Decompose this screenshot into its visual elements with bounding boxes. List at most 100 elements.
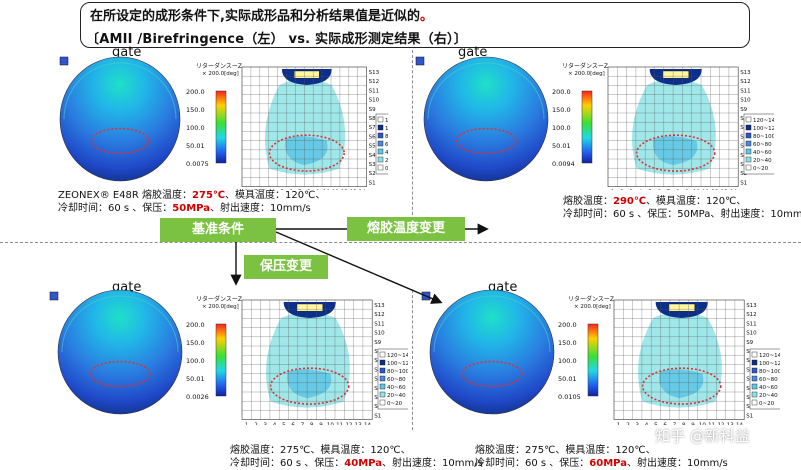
measurement-gate-core xyxy=(297,304,323,311)
grid-row-label: S12 xyxy=(746,312,757,318)
conditions-bottom-left: 熔胶温度：275℃、模具温度：120℃、 冷却时间：60 s 、保压：40MPa… xyxy=(230,444,483,470)
colorbar-tick-label: 50.01 xyxy=(552,142,571,150)
header-line-1: 在所设定的成形条件下,实际成形品和分析结果值是近似的。 xyxy=(90,5,433,24)
vertical-divider-top xyxy=(412,50,413,230)
colorbar-title: リターダンスーZ xyxy=(568,295,614,303)
legend-swatch xyxy=(380,384,385,389)
legend-swatch xyxy=(380,392,385,397)
grid-row-label: S10 xyxy=(374,331,385,337)
colorbar-unit: × 200.0[deg] xyxy=(202,304,239,310)
grid-col-label: 4 xyxy=(645,423,649,425)
panel-bottom-right: リターダンスーZ× 200.0[deg]200.0150.0100.050.01… xyxy=(420,290,780,425)
colorbar-tick-label: 150.0 xyxy=(186,106,205,114)
tag-base-condition: 基准条件 xyxy=(160,218,276,242)
legend-label: 40~60 xyxy=(759,385,778,391)
colorbar-unit: × 200.0[deg] xyxy=(568,71,605,77)
grid-row-label: S1 xyxy=(746,413,753,419)
legend-swatch xyxy=(380,360,385,365)
grid-col-label: 4 xyxy=(273,423,277,425)
legend-label: 80~100 xyxy=(759,369,780,375)
legend-swatch xyxy=(752,384,757,389)
legend-label: 40~60 xyxy=(385,150,388,156)
legend-label: 80~100 xyxy=(387,369,408,375)
grid-col-label: 3 xyxy=(264,423,268,425)
panel-corner-icon xyxy=(416,57,424,65)
grid-col-label: 3 xyxy=(636,423,640,425)
panel-corner-icon xyxy=(50,292,58,300)
grid-col-label: 1 xyxy=(245,423,249,425)
grid-col-label: 9 xyxy=(319,423,323,425)
legend-swatch xyxy=(752,392,757,397)
legend-swatch xyxy=(746,149,751,154)
simulation-disc xyxy=(60,57,180,181)
legend-label: 0~20 xyxy=(385,166,388,172)
legend-label: 120~140 xyxy=(759,353,780,359)
grid-col-label: 7 xyxy=(301,423,305,425)
legend-label: 20~40 xyxy=(753,158,772,164)
grid-row-label: S1 xyxy=(740,180,747,186)
colorbar-tick-label: 150.0 xyxy=(186,339,205,347)
grid-col-label: 12 xyxy=(345,423,352,425)
legend-label: 0~20 xyxy=(753,166,769,172)
grid-row-label: S9 xyxy=(374,340,381,346)
colorbar-unit: × 200.0[deg] xyxy=(574,304,611,310)
legend-label: 100~120 xyxy=(759,361,780,367)
grid-row-label: S9 xyxy=(369,107,376,113)
grid-row-label: S13 xyxy=(369,70,380,76)
panel-corner-icon xyxy=(422,292,430,300)
simulation-disc xyxy=(58,290,182,414)
legend-label: 60~80 xyxy=(759,377,778,383)
conditions-bottom-right: 熔胶温度：275℃、模具温度：120℃、 冷却时间：60 s 、保压：60MPa… xyxy=(475,444,728,470)
grid-row-label: S5 xyxy=(369,144,376,150)
vertical-divider-bottom xyxy=(412,290,413,430)
legend-label: 20~40 xyxy=(759,393,778,399)
grid-row-label: S11 xyxy=(746,321,757,327)
legend-swatch xyxy=(378,125,383,130)
legend-label: 100~120 xyxy=(387,361,408,367)
grid-row-label: S3 xyxy=(369,162,376,168)
colorbar-tick-label: 0.0026 xyxy=(186,393,209,401)
legend-swatch xyxy=(752,352,757,357)
grid-row-label: S10 xyxy=(746,331,757,337)
legend-swatch xyxy=(378,141,383,146)
colorbar-title: リターダンスーZ xyxy=(196,62,242,70)
legend-label: 120~140 xyxy=(753,118,774,124)
panel-top-left: リターダンスーZ× 200.0[deg]200.0150.0100.050.01… xyxy=(58,55,388,190)
grid-row-label: S12 xyxy=(369,79,380,85)
grid-row-label: S13 xyxy=(746,303,757,309)
grid-row-label: S2 xyxy=(369,171,376,177)
colorbar-title: リターダンスーZ xyxy=(562,62,608,70)
grid-row-label: S9 xyxy=(740,107,747,113)
legend-swatch xyxy=(746,141,751,146)
legend-label: 100~120 xyxy=(753,126,774,132)
grid-row-label: S13 xyxy=(740,70,751,76)
legend-label: 40~60 xyxy=(753,150,772,156)
legend-swatch xyxy=(380,376,385,381)
grid-col-label: 8 xyxy=(310,423,314,425)
measurement-gate-core xyxy=(663,71,689,78)
grid-row-label: S11 xyxy=(374,321,385,327)
legend-swatch xyxy=(752,360,757,365)
colorbar-tick-label: 100.0 xyxy=(558,357,577,365)
grid-row-label: S12 xyxy=(740,79,751,85)
legend-label: 20~40 xyxy=(387,393,406,399)
tag-hold-pressure-change: 保压变更 xyxy=(244,255,328,279)
grid-col-label: 11 xyxy=(336,423,343,425)
colorbar xyxy=(588,324,598,396)
colorbar-tick-label: 200.0 xyxy=(186,88,205,96)
grid-col-label: 6 xyxy=(291,423,295,425)
colorbar xyxy=(216,91,226,163)
colorbar-tick-label: 200.0 xyxy=(558,321,577,329)
grid-col-label: 13 xyxy=(355,423,362,425)
grid-row-label: S10 xyxy=(740,98,751,104)
legend-swatch xyxy=(752,368,757,373)
legend-swatch xyxy=(746,125,751,130)
legend-swatch xyxy=(378,149,383,154)
colorbar-tick-label: 0.0075 xyxy=(186,160,209,168)
legend-swatch xyxy=(746,133,751,138)
grid-col-label: 2 xyxy=(626,423,630,425)
panel-bottom-left: リターダンスーZ× 200.0[deg]200.0150.0100.050.01… xyxy=(48,290,408,425)
legend-swatch xyxy=(746,157,751,162)
legend-label: 120~140 xyxy=(385,118,388,124)
colorbar-tick-label: 100.0 xyxy=(186,357,205,365)
